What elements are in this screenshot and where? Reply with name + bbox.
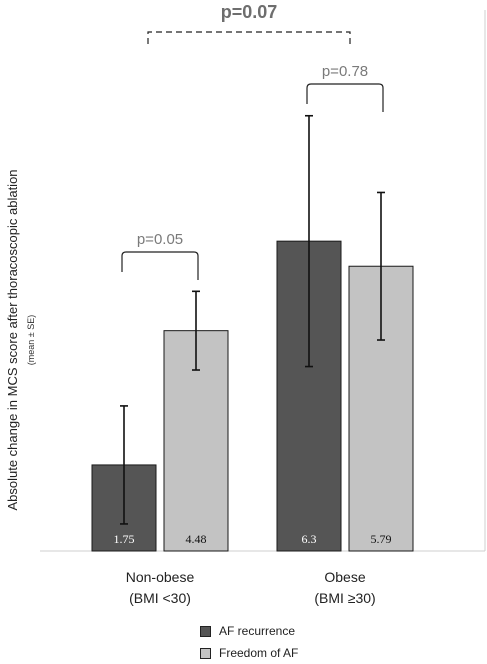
legend-item-af-recurrence: AF recurrence <box>200 620 298 642</box>
x-tick-sublabel-obese: (BMI ≥30) <box>314 590 375 606</box>
x-tick-label-obese: Obese <box>324 569 365 585</box>
y-axis-subtitle: (mean ± SE) <box>26 315 36 365</box>
legend: AF recurrence Freedom of AF <box>200 620 298 664</box>
value-label-af-recurrence-obese: 6.3 <box>302 532 317 546</box>
bar-chart: Absolute change in MCS score after thora… <box>5 2 486 606</box>
value-label-freedom-of-af-non-obese: 4.48 <box>186 532 207 546</box>
bracket-obese <box>306 83 384 112</box>
legend-label-af-recurrence: AF recurrence <box>219 624 296 638</box>
y-axis-title: Absolute change in MCS score after thora… <box>5 169 20 510</box>
legend-swatch-freedom-of-af <box>200 647 211 659</box>
x-tick-sublabel-non-obese: (BMI <30) <box>129 590 191 606</box>
p-value-between-groups: p=0.07 <box>221 2 278 22</box>
x-tick-label-non-obese: Non-obese <box>126 569 195 585</box>
bracket-between-groups <box>147 31 351 44</box>
legend-swatch-af-recurrence <box>200 625 211 637</box>
bracket-non-obese <box>121 251 199 280</box>
value-label-freedom-of-af-obese: 5.79 <box>371 532 392 546</box>
value-label-af-recurrence-non-obese: 1.75 <box>114 532 135 546</box>
p-value-obese: p=0.78 <box>322 63 368 80</box>
legend-label-freedom-of-af: Freedom of AF <box>219 646 299 660</box>
legend-item-freedom-of-af: Freedom of AF <box>200 642 298 664</box>
p-value-non-obese: p=0.05 <box>137 231 183 248</box>
